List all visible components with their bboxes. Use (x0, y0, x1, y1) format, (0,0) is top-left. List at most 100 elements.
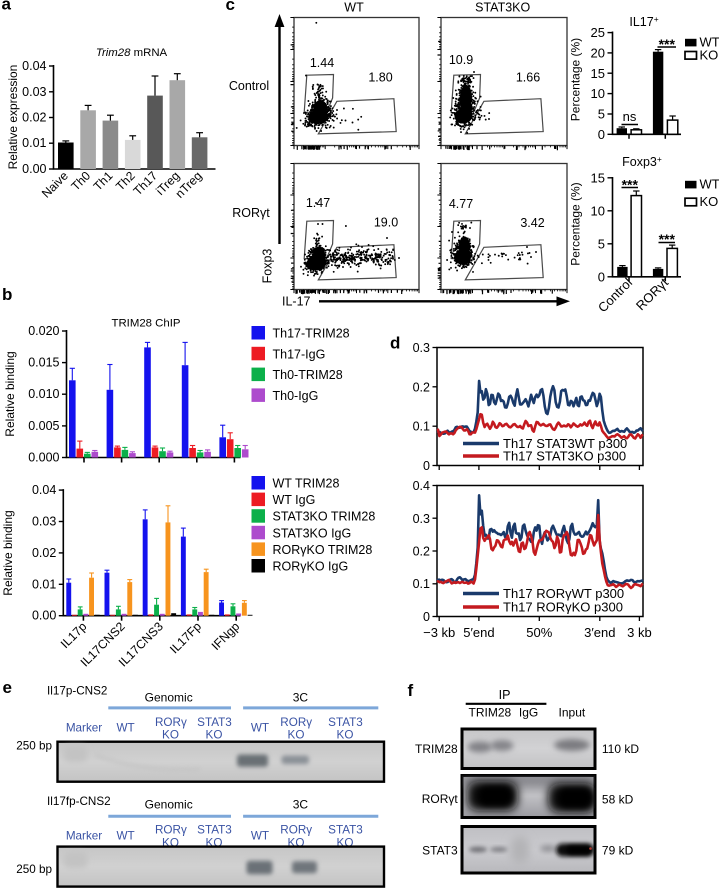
svg-text:KO: KO (700, 194, 719, 209)
svg-text:0.01: 0.01 (32, 577, 56, 591)
svg-text:0.1: 0.1 (413, 420, 430, 434)
svg-text:0.4: 0.4 (413, 479, 430, 493)
svg-text:WT: WT (251, 722, 269, 735)
svg-text:WT: WT (117, 830, 135, 843)
svg-text:0.020: 0.020 (28, 324, 59, 338)
svg-text:RORγKO TRIM28: RORγKO TRIM28 (273, 543, 373, 557)
svg-text:STAT3: STAT3 (328, 716, 363, 729)
svg-text:Il17p-CNS2: Il17p-CNS2 (47, 684, 107, 697)
svg-text:Relative binding: Relative binding (1, 510, 15, 595)
svg-text:5′end: 5′end (463, 625, 494, 640)
svg-text:0.3: 0.3 (413, 341, 430, 355)
svg-text:STAT3: STAT3 (422, 844, 458, 858)
svg-text:WT: WT (251, 830, 269, 843)
svg-text:110 kD: 110 kD (602, 742, 639, 756)
svg-text:STAT3: STAT3 (197, 824, 232, 837)
svg-text:Percentage (%): Percentage (%) (568, 182, 582, 265)
svg-text:58 kD: 58 kD (602, 793, 634, 807)
svg-text:STAT3KO TRIM28: STAT3KO TRIM28 (273, 510, 376, 524)
svg-text:250 bp: 250 bp (16, 740, 52, 753)
svg-text:250 bp: 250 bp (16, 863, 52, 876)
svg-text:0.02: 0.02 (22, 111, 46, 125)
svg-text:TRIM28 ChIP: TRIM28 ChIP (112, 317, 181, 329)
svg-text:STAT3KO: STAT3KO (475, 1, 530, 15)
svg-text:1.44: 1.44 (310, 56, 334, 70)
svg-text:0: 0 (598, 127, 605, 142)
svg-text:0.03: 0.03 (32, 515, 56, 529)
svg-text:−3 kb: −3 kb (423, 625, 455, 640)
svg-text:IP: IP (499, 688, 511, 702)
svg-text:79 kD: 79 kD (602, 844, 634, 858)
svg-text:3 kb: 3 kb (627, 625, 652, 640)
svg-text:0.005: 0.005 (28, 419, 59, 433)
svg-text:WT: WT (117, 722, 135, 735)
svg-text:Th17 STAT3KO p300: Th17 STAT3KO p300 (503, 449, 626, 464)
svg-text:Control: Control (229, 79, 269, 93)
svg-text:WT TRIM28: WT TRIM28 (273, 477, 340, 491)
svg-text:***: *** (622, 177, 639, 193)
svg-text:STAT3: STAT3 (328, 824, 363, 837)
svg-text:WT: WT (344, 1, 364, 15)
svg-text:4.77: 4.77 (449, 197, 473, 211)
svg-text:STAT3KO IgG: STAT3KO IgG (273, 526, 352, 540)
svg-text:0.3: 0.3 (413, 512, 430, 526)
svg-text:KO: KO (288, 728, 305, 741)
svg-text:5: 5 (598, 107, 605, 122)
svg-text:0.02: 0.02 (32, 546, 56, 560)
svg-text:19.0: 19.0 (374, 216, 398, 230)
svg-text:e: e (3, 678, 12, 697)
svg-text:0.2: 0.2 (413, 380, 430, 394)
svg-text:Trim28 mRNA: Trim28 mRNA (96, 47, 168, 59)
svg-text:KO: KO (162, 728, 179, 741)
svg-text:WT: WT (700, 35, 719, 50)
svg-text:20: 20 (591, 45, 605, 60)
svg-text:Genomic: Genomic (145, 798, 193, 812)
svg-text:3.42: 3.42 (520, 216, 544, 230)
svg-text:0.04: 0.04 (22, 59, 46, 73)
svg-text:5: 5 (598, 236, 605, 251)
svg-text:RORγ: RORγ (280, 824, 312, 837)
svg-text:TRIM28: TRIM28 (415, 742, 458, 756)
svg-text:1.66: 1.66 (516, 71, 540, 85)
svg-text:c: c (226, 0, 235, 14)
svg-text:RORγt: RORγt (232, 206, 270, 220)
svg-text:Th0-TRIM28: Th0-TRIM28 (273, 368, 343, 382)
svg-text:25: 25 (591, 25, 605, 40)
svg-text:0.2: 0.2 (413, 545, 430, 559)
svg-text:***: *** (659, 231, 676, 247)
svg-text:Genomic: Genomic (145, 690, 193, 704)
svg-text:10: 10 (591, 86, 605, 101)
svg-text:3′end: 3′end (584, 625, 615, 640)
svg-text:10.9: 10.9 (449, 53, 473, 67)
svg-text:b: b (2, 285, 12, 304)
svg-text:10: 10 (591, 203, 605, 218)
svg-text:Th17 STAT3WT p300: Th17 STAT3WT p300 (503, 436, 627, 451)
svg-text:TRIM28: TRIM28 (469, 706, 512, 720)
svg-text:f: f (408, 681, 414, 700)
svg-text:0.1: 0.1 (413, 577, 430, 591)
svg-text:1.80: 1.80 (368, 71, 392, 85)
svg-text:3C: 3C (293, 690, 309, 704)
svg-text:Marker: Marker (66, 830, 102, 843)
svg-text:IgG: IgG (519, 706, 538, 720)
svg-text:0.01: 0.01 (22, 136, 46, 150)
svg-text:0.015: 0.015 (28, 356, 59, 370)
svg-text:WT: WT (700, 177, 719, 192)
svg-text:IL17+: IL17+ (629, 14, 658, 29)
svg-text:IL-17: IL-17 (282, 295, 311, 309)
svg-text:Percentage (%): Percentage (%) (568, 38, 582, 121)
svg-text:0.010: 0.010 (28, 387, 59, 401)
svg-text:Relative expression: Relative expression (6, 65, 20, 170)
svg-text:0.000: 0.000 (28, 451, 59, 465)
svg-text:0.04: 0.04 (32, 483, 56, 497)
svg-text:0: 0 (423, 459, 430, 473)
svg-text:***: *** (659, 36, 676, 52)
svg-text:15: 15 (591, 66, 605, 81)
svg-text:Th17 RORγWT p300: Th17 RORγWT p300 (503, 586, 624, 601)
svg-text:Foxp3+: Foxp3+ (622, 154, 662, 169)
svg-text:15: 15 (591, 170, 605, 185)
svg-text:0: 0 (598, 269, 605, 284)
svg-text:50%: 50% (526, 625, 552, 640)
svg-text:0: 0 (423, 610, 430, 624)
svg-text:Th17 RORγKO p300: Th17 RORγKO p300 (503, 600, 623, 615)
